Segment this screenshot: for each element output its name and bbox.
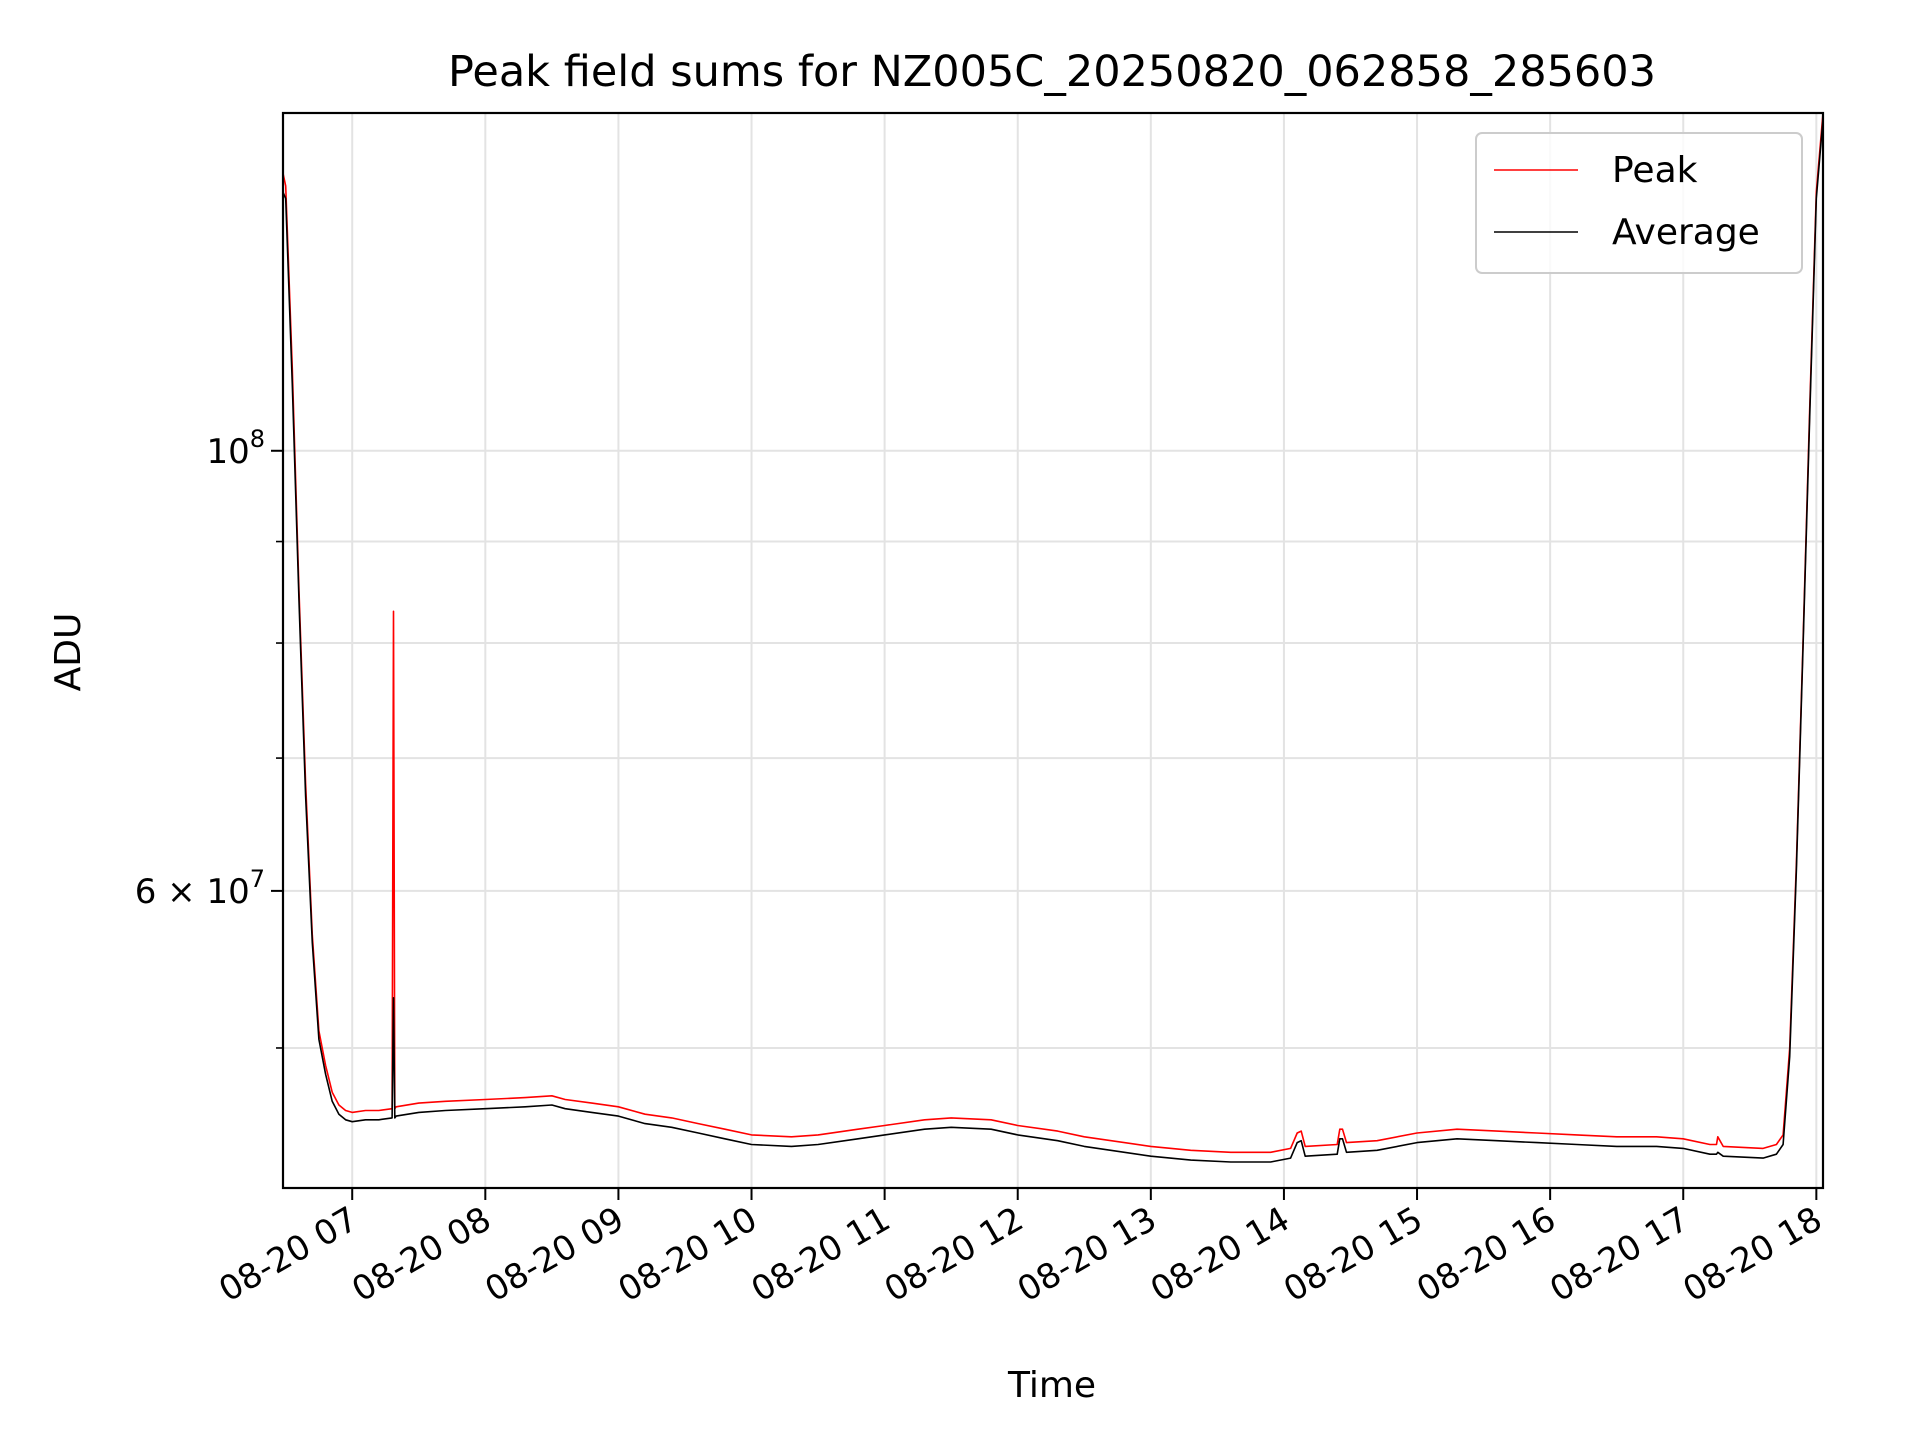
plot-frame	[281, 111, 1825, 1190]
y-tick-label: 6 × 107	[135, 865, 265, 912]
y-axis: 108 6 × 107	[135, 425, 283, 1049]
grid	[283, 113, 1823, 1188]
legend-label-peak: Peak	[1612, 150, 1698, 191]
series-line-average	[283, 118, 1823, 1163]
series-line-peak	[283, 113, 1823, 1154]
y-axis-label: ADU	[48, 613, 89, 692]
series-group	[283, 113, 1823, 1163]
y-tick-label: 108	[206, 425, 265, 472]
legend-label-average: Average	[1612, 212, 1760, 253]
x-axis-label: Time	[1007, 1365, 1096, 1406]
legend-box	[1475, 132, 1803, 274]
chart-title: Peak field sums for NZ005C_20250820_0628…	[448, 47, 1656, 97]
legend: Peak Average	[1475, 132, 1803, 274]
